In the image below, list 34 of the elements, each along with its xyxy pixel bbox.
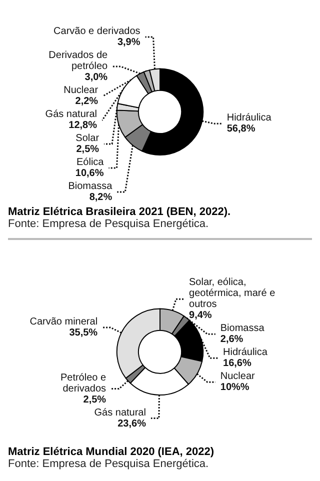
data-label: 2,2% — [75, 96, 98, 107]
slice-label: Nuclear — [220, 371, 256, 382]
data-label: 16,6% — [223, 358, 252, 370]
slice-label: Carvão e derivados — [54, 26, 140, 37]
data-label: 23,6% — [118, 418, 146, 430]
slice-label: Eólica — [76, 157, 104, 168]
slice-label: Solar — [76, 133, 100, 144]
data-label: 9,4% — [189, 310, 212, 322]
slice-label: Petróleo e derivados — [60, 372, 106, 394]
data-label: 35,5% — [69, 328, 98, 339]
source-note: Fonte: Empresa de Pesquisa Energética. — [8, 218, 210, 230]
slice-label: Solar, eólica, geotérmica, maré e outros — [189, 277, 276, 310]
data-label: 2,6% — [220, 334, 244, 346]
data-label: 3,0% — [84, 72, 108, 83]
slice-label: Derivados de petróleo — [48, 50, 108, 72]
slice-label: Gás natural — [45, 109, 98, 120]
slice-label: Carvão mineral — [30, 316, 98, 328]
slice-label: Biomassa — [68, 181, 113, 192]
data-label: 10,6% — [75, 168, 104, 179]
source-note: Fonte: Empresa de Pesquisa Energética. — [8, 458, 210, 470]
slice-label: Nuclear — [64, 85, 99, 96]
slice-label: Hidráulica — [223, 347, 268, 358]
slice-label: Biomassa — [220, 323, 265, 334]
text: Matriz Elétrica Brasileira 2021 (BEN, 2022). — [8, 206, 232, 218]
slice-label: Gás natural — [94, 407, 146, 418]
slice-label: Hidráulica — [226, 112, 272, 124]
data-label: 8,2% — [89, 192, 112, 203]
data-label: 2,5% — [76, 144, 100, 155]
data-label: 3,9% — [117, 37, 140, 48]
text: Matriz Elétrica Mundial 2020 (IEA, 2022) — [8, 446, 216, 458]
data-label: 10%% — [220, 382, 250, 394]
data-label: 12,8% — [68, 120, 98, 131]
data-label: 56,8% — [226, 124, 256, 135]
data-label: 2,5% — [83, 394, 106, 406]
